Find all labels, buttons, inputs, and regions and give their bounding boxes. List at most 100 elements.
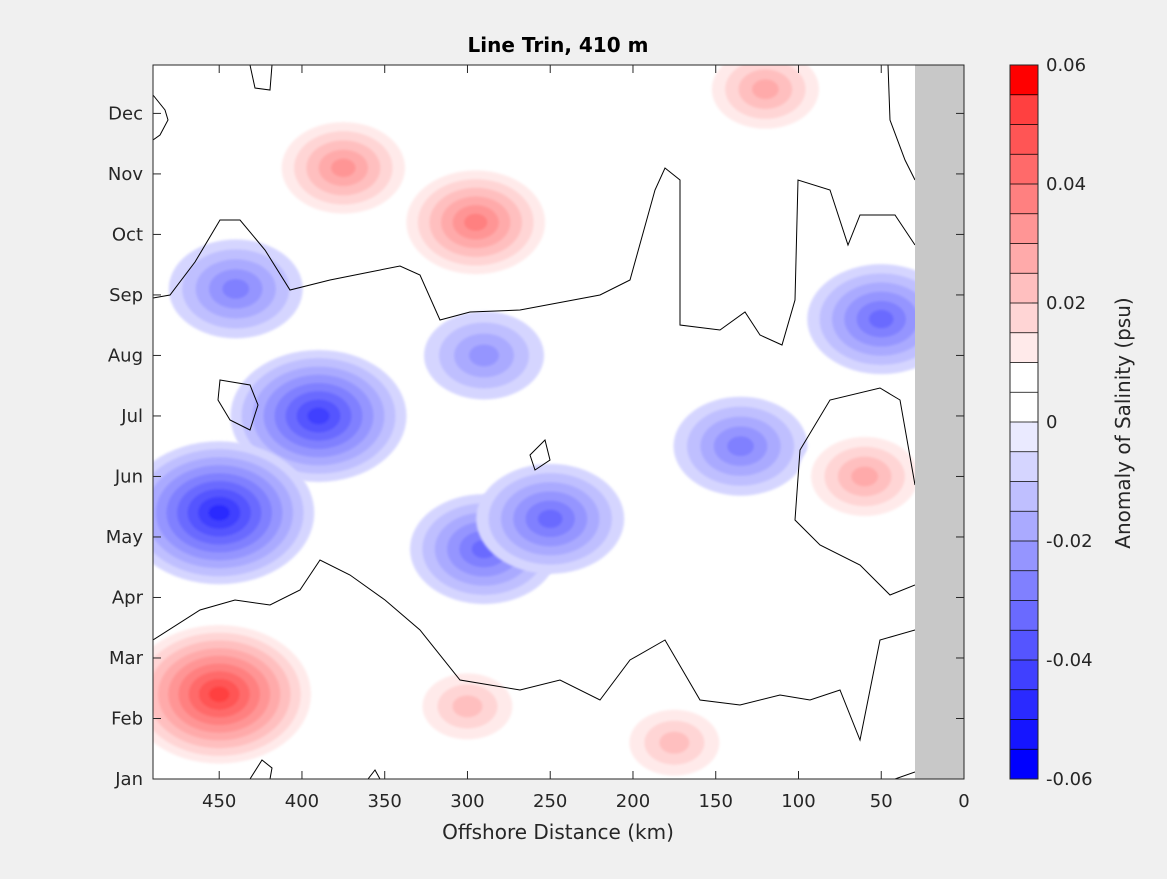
chart-title: Line Trin, 410 m [468,33,649,57]
contour-band [469,344,500,367]
contour-band [222,278,250,299]
colorbar-segment [1010,273,1038,304]
contour-band [208,504,230,521]
contour-band [868,309,894,329]
colorbar-segment [1010,749,1038,780]
negative-anomaly-core [153,441,315,585]
colorbar-segment [1010,541,1038,572]
contour-band [452,695,483,718]
zero-contour [887,65,915,181]
contour-band [659,731,690,754]
y-tick-label: Jul [120,406,143,427]
negative-anomaly-core [476,463,625,574]
colorbar-segment [1010,65,1038,96]
positive-anomaly-core [269,112,418,223]
x-tick-label: 50 [870,791,893,812]
x-tick-label: 350 [368,791,402,812]
colorbar-tick-label: 0.06 [1046,55,1086,76]
colorbar-segment [1010,719,1038,750]
contour-band [209,686,230,702]
contour-field [153,65,915,779]
negative-anomaly-core [168,239,303,339]
zero-contour [153,167,915,346]
negative-anomaly-core [807,264,915,375]
y-tick-label: Sep [109,285,143,306]
colorbar-segment [1010,154,1038,185]
positive-anomaly-core [394,161,557,283]
colorbar-segment [1010,184,1038,215]
colorbar-segment [1010,392,1038,423]
colorbar-tick-label: 0.04 [1046,174,1086,195]
contour-band [331,158,356,178]
contour-band [851,466,879,487]
masked-land-region [915,65,964,779]
y-tick-label: Dec [108,103,143,124]
x-axis-label: Offshore Distance (km) [442,820,674,844]
y-tick-label: Oct [112,224,143,245]
y-tick-label: May [106,527,144,548]
x-tick-label: 100 [781,791,815,812]
y-tick-label: Apr [112,587,144,608]
colorbar-segment [1010,660,1038,691]
colorbar-segment [1010,451,1038,482]
colorbar-segment [1010,570,1038,601]
zero-contour [794,387,915,596]
negative-anomaly-core [230,349,407,482]
zero-contour [249,65,273,91]
y-tick-label: Feb [111,708,143,729]
positive-anomaly-core [153,617,322,772]
y-tick-label: Mar [109,648,144,669]
colorbar-segment [1010,124,1038,155]
colorbar-segment [1010,243,1038,274]
zero-contour [894,771,915,779]
contour-band [537,509,563,529]
x-axis: 450 400 350 300 250 200 150 100 50 0 [202,65,970,812]
colorbar-segment [1010,600,1038,631]
y-tick-label: Jan [114,769,143,790]
y-axis: Jan Feb Mar Apr May Jun Jul Aug Sep Oct Nov Dec [106,103,964,790]
plot-frame [152,64,965,780]
colorbar-segment [1010,213,1038,244]
zero-contour [529,439,551,471]
positive-anomaly-core [407,662,528,751]
contour-band [307,407,330,425]
y-tick-label: Nov [108,164,143,185]
colorbar-segment [1010,511,1038,542]
colorbar-segment [1010,332,1038,363]
colorbar-segment [1010,94,1038,125]
y-tick-label: Jun [114,466,143,487]
colorbar-segment [1010,689,1038,720]
contour-band [727,436,754,457]
colorbar-tick-label: 0.02 [1046,293,1086,314]
colorbar-segment [1010,630,1038,661]
zero-contour [153,94,169,141]
contour-band [751,79,779,100]
x-tick-label: 150 [699,791,733,812]
colorbar-segment [1010,481,1038,512]
colorbar-tick-label: -0.04 [1046,650,1093,671]
x-tick-label: 450 [202,791,236,812]
zero-contour [217,379,259,431]
zero-contour [153,559,915,742]
colorbar: 0.06 0.04 0.02 0 -0.02 -0.04 -0.06 [1009,55,1093,790]
x-tick-label: 200 [616,791,650,812]
zero-contour [367,769,381,779]
zero-contour [249,759,273,779]
contour-band [464,213,488,231]
colorbar-tick-label: -0.02 [1046,531,1093,552]
negative-anomaly-core [673,396,808,496]
negative-anomaly-core [424,311,545,400]
x-tick-label: 400 [285,791,319,812]
positive-anomaly-core [614,698,735,779]
colorbar-segment [1010,422,1038,453]
colorbar-segment [1010,303,1038,334]
positive-anomaly-core [797,426,915,526]
y-tick-label: Aug [108,345,143,366]
positive-anomaly-core [698,65,833,139]
x-tick-label: 300 [450,791,484,812]
colorbar-tick-label: -0.06 [1046,769,1093,790]
colorbar-label: Anomaly of Salinity (psu) [1111,297,1135,548]
x-tick-label: 250 [533,791,567,812]
